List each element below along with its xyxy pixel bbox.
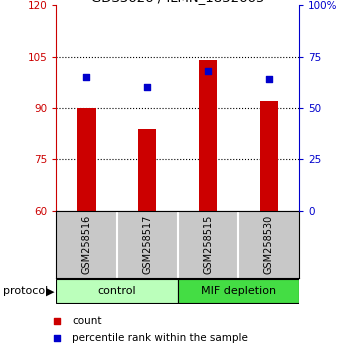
Bar bbox=[56, 279, 177, 303]
Text: MIF depletion: MIF depletion bbox=[201, 286, 276, 296]
Bar bbox=[177, 279, 299, 303]
Title: GDS3626 / ILMN_1832665: GDS3626 / ILMN_1832665 bbox=[91, 0, 264, 4]
Text: protocol: protocol bbox=[3, 286, 49, 296]
Bar bbox=[199, 60, 217, 211]
Text: percentile rank within the sample: percentile rank within the sample bbox=[72, 333, 248, 343]
Text: GSM258517: GSM258517 bbox=[142, 215, 152, 274]
Point bbox=[84, 74, 89, 80]
Text: count: count bbox=[72, 316, 102, 326]
Text: control: control bbox=[98, 286, 136, 296]
Bar bbox=[78, 108, 96, 211]
Point bbox=[144, 85, 150, 90]
Point bbox=[54, 335, 60, 341]
Bar bbox=[260, 101, 278, 211]
Point bbox=[54, 319, 60, 324]
Text: ▶: ▶ bbox=[46, 286, 54, 296]
Point bbox=[266, 76, 272, 82]
Text: GSM258530: GSM258530 bbox=[264, 215, 274, 274]
Bar bbox=[138, 129, 156, 211]
Text: GSM258515: GSM258515 bbox=[203, 215, 213, 274]
Point bbox=[205, 68, 211, 74]
Text: GSM258516: GSM258516 bbox=[82, 215, 91, 274]
